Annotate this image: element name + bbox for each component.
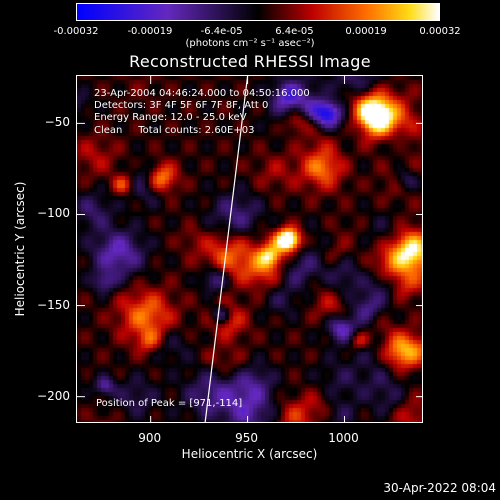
y-tick-label: −150 [37,297,70,312]
x-tick-label: 900 [138,431,162,445]
info-time-range: 23-Apr-2004 04:46:24.000 to 04:50:16.000 [94,88,310,99]
chart-title: Reconstructed RHESSI Image [129,52,371,71]
plot-area [76,75,423,423]
axis-ticks [77,76,422,422]
peak-position-label: Position of Peak = [971,-114] [96,398,243,409]
x-axis-label: Heliocentric X (arcsec) [181,447,318,461]
colorbar [76,3,440,21]
heatmap-image [77,76,422,422]
x-tick-label: 1000 [328,431,359,445]
colorbar-tick-label: 0.00019 [345,26,387,37]
y-tick-label: −50 [44,115,70,130]
colorbar-tick-label: 0.00032 [419,26,461,37]
colorbar-tick-label: -0.00019 [127,26,173,37]
colorbar-unit-label: (photons cm⁻² s⁻¹ asec⁻²) [185,38,315,49]
colorbar-tick-label: -0.00032 [53,26,99,37]
colorbar-tick-label: 6.4e-05 [275,26,314,37]
info-detectors: Detectors: 3F 4F 5F 6F 7F 8F, Att 0 [94,100,269,112]
info-clean-counts: Clean Total counts: 2.60E+03 [94,124,255,136]
y-tick-label: −100 [37,206,70,221]
info-energy-range: Energy Range: 12.0 - 25.0 keV [94,112,247,124]
colorbar-tick-label: -6.4e-05 [200,26,243,37]
plot-overlay [77,76,422,422]
solar-limb-line [204,76,249,422]
observation-info: 23-Apr-2004 04:46:24.000 to 04:50:16.000… [94,88,310,137]
y-axis-label: Heliocentric Y (arcsec) [13,181,27,317]
timestamp: 30-Apr-2022 08:04 [383,481,496,495]
x-tick-label: 950 [235,431,259,445]
y-tick-label: −200 [37,388,70,403]
